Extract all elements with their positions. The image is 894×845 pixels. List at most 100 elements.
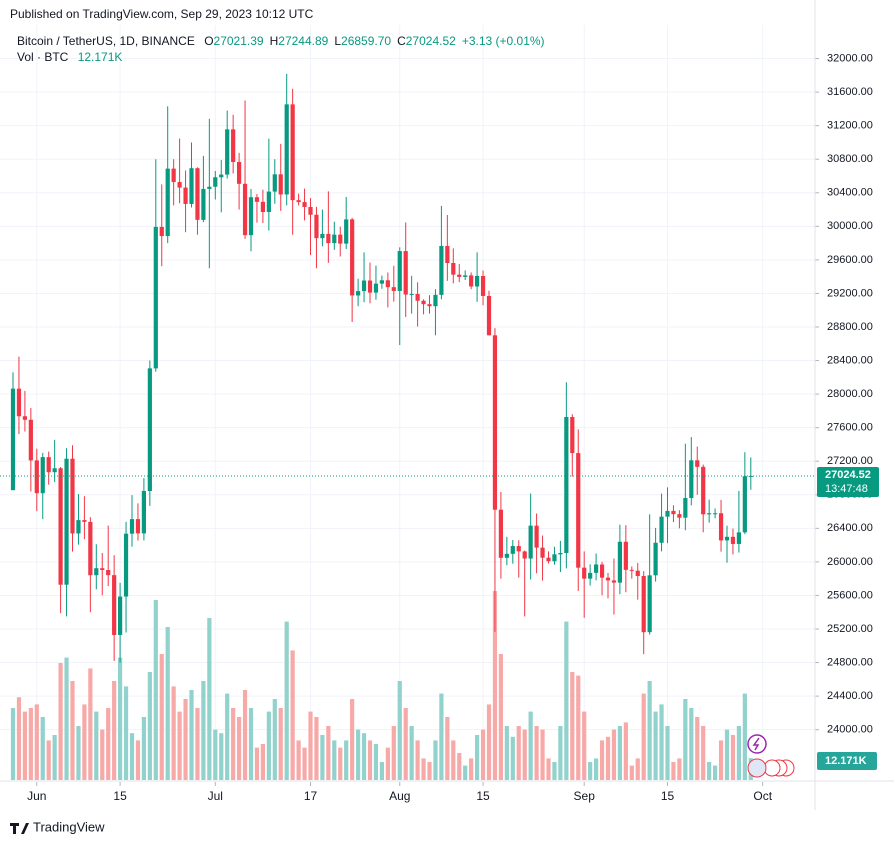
volume-bar <box>558 726 563 780</box>
y-tick-label: 28400.00 <box>827 354 873 366</box>
candle-body <box>629 569 634 571</box>
volume-bar <box>564 621 569 780</box>
candle-body <box>445 245 450 263</box>
volume-bar <box>486 704 492 780</box>
volume-bar <box>373 744 379 780</box>
last-price-box <box>817 466 879 497</box>
ohlc-key: O <box>204 34 213 48</box>
volume-bar <box>171 686 176 780</box>
candle-body <box>695 460 700 467</box>
candle-body <box>16 388 22 417</box>
volume-bar <box>332 740 337 780</box>
volume-value: 12.171K <box>78 50 123 64</box>
candle-body <box>141 491 146 534</box>
candle-body <box>558 552 563 555</box>
volume-bar <box>451 740 456 780</box>
volume-bar <box>439 693 444 780</box>
y-tick-label: 30000.00 <box>827 220 873 232</box>
candle-body <box>159 226 164 237</box>
volume-bar <box>635 758 640 780</box>
volume-bar <box>302 747 307 780</box>
ohlc-key: L <box>334 34 341 48</box>
candle-body <box>713 513 718 515</box>
y-tick-label: 27200.00 <box>827 455 873 467</box>
candle-body <box>123 533 129 597</box>
x-tick-label: Jul <box>208 789 223 803</box>
candle-body <box>701 466 706 515</box>
volume-bar <box>540 729 545 780</box>
candle-body <box>480 275 486 296</box>
volume-bar <box>736 726 741 780</box>
candle-body <box>22 416 27 420</box>
volume-bar <box>701 726 706 780</box>
volume-bar <box>659 704 664 780</box>
volume-bar <box>231 708 236 780</box>
candle-body <box>415 293 420 301</box>
candle-body <box>350 219 355 296</box>
candle-body <box>118 596 123 635</box>
volume-bar <box>326 726 331 780</box>
footer-logo: TradingView <box>10 819 105 834</box>
volume-bar <box>183 699 188 780</box>
volume-bar <box>552 762 557 780</box>
countdown-label: 13:47:48 <box>825 483 868 495</box>
volume-bar <box>665 726 670 780</box>
candle-body <box>730 536 736 544</box>
volume-legend: Vol · BTC 12.171K <box>17 50 122 64</box>
candle-body <box>611 580 617 583</box>
candle-body <box>302 202 307 207</box>
volume-bar <box>123 686 129 780</box>
candle-body <box>457 274 462 277</box>
volume-bar <box>433 740 438 780</box>
candle-body <box>683 497 688 518</box>
volume-bar <box>516 726 521 780</box>
ohlc-value: 27024.52 <box>406 34 456 48</box>
candle-body <box>665 510 670 517</box>
volume-bar <box>100 729 105 780</box>
volume-bar <box>344 740 349 780</box>
volume-bar <box>677 758 682 780</box>
candle-body <box>290 104 295 201</box>
candle-body <box>28 419 33 461</box>
candle-body <box>242 183 248 236</box>
volume-bar <box>112 681 117 780</box>
candle-body <box>594 564 599 573</box>
volume-bar <box>671 762 676 780</box>
candle-body <box>201 188 206 220</box>
y-tick-label: 28800.00 <box>827 321 873 333</box>
volume-bar <box>683 699 688 780</box>
candle-body <box>641 575 646 633</box>
candle-body <box>219 174 224 178</box>
y-tick-label: 31600.00 <box>827 86 873 98</box>
brand: TradingView <box>33 819 105 834</box>
volume-bar <box>653 711 658 780</box>
y-tick-label: 30400.00 <box>827 187 873 199</box>
candle-body <box>546 557 551 562</box>
volume-bar <box>266 711 271 780</box>
y-tick-label: 29600.00 <box>827 254 873 266</box>
volume-bar <box>695 717 700 780</box>
volume-bar <box>207 618 212 780</box>
candle-body <box>64 458 69 585</box>
candle-body <box>153 226 158 369</box>
candle-body <box>647 575 652 633</box>
candle-body <box>367 280 373 293</box>
candle-body <box>70 458 75 534</box>
volume-bar <box>379 762 384 780</box>
candle-body <box>231 129 236 162</box>
candle-body <box>147 368 152 492</box>
x-tick-label: 15 <box>661 789 675 803</box>
candle-body <box>635 570 640 576</box>
candle-body <box>296 200 301 203</box>
volume-bar <box>64 657 69 780</box>
volume-bar <box>106 708 111 780</box>
candle-body <box>76 520 81 534</box>
candle-body <box>46 457 51 473</box>
volume-bar <box>82 704 87 780</box>
volume-bar <box>237 717 242 780</box>
candle-body <box>707 513 712 515</box>
candle-body <box>475 275 480 287</box>
candle-body <box>314 214 319 239</box>
volume-bar <box>475 735 480 780</box>
volume-bar <box>528 711 533 780</box>
